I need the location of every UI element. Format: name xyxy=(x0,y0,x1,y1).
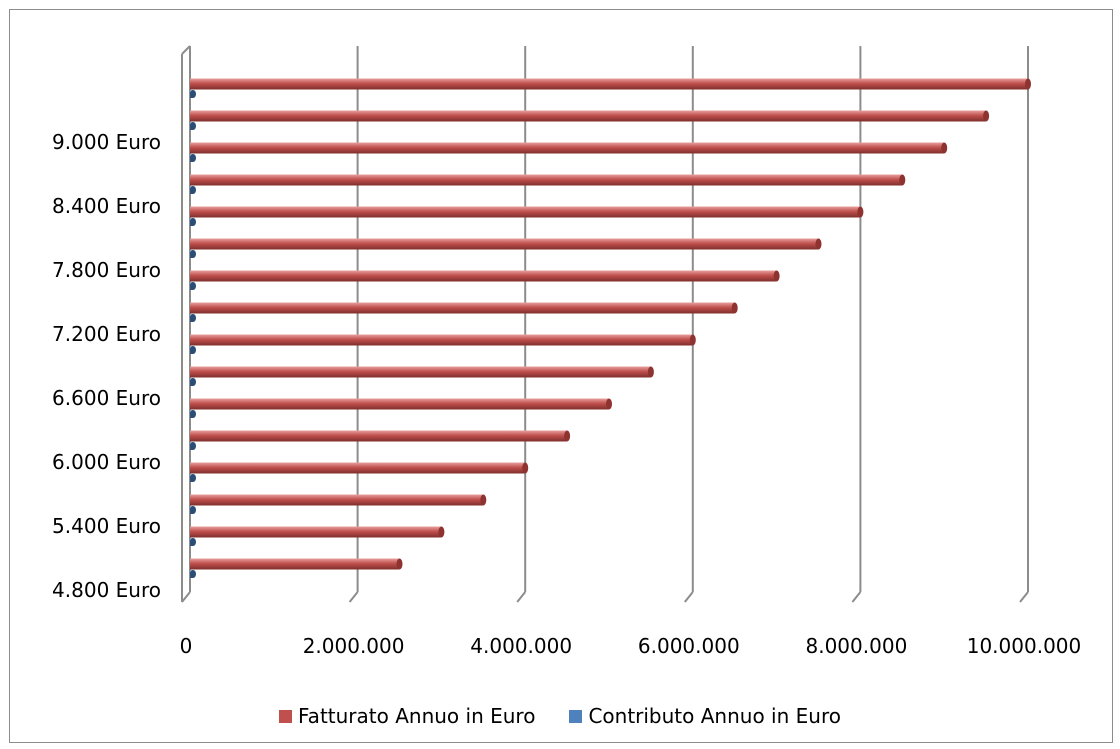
bar-fatturato-cap xyxy=(480,494,487,506)
bar-fatturato xyxy=(190,142,945,154)
bar-fatturato xyxy=(190,206,861,218)
bar-fatturato xyxy=(190,238,819,250)
gridline-floor xyxy=(348,591,359,603)
x-tick-label: 6.000.000 xyxy=(638,634,740,658)
bar-fatturato-cap xyxy=(522,462,529,474)
y-tick-label: 7.200 Euro xyxy=(52,322,161,346)
bar-fatturato-cap xyxy=(564,430,571,442)
gridline-floor xyxy=(1019,591,1029,603)
y-tick-label: 6.600 Euro xyxy=(52,386,161,410)
y-tick-label: 9.000 Euro xyxy=(52,130,161,154)
bar-contributo-cap xyxy=(190,122,196,130)
bar-fatturato xyxy=(190,494,484,506)
y-tick-label: 7.800 Euro xyxy=(52,258,161,282)
bar-contributo-cap xyxy=(190,90,196,98)
bars xyxy=(190,78,1031,578)
bar-contributo-cap xyxy=(190,218,196,226)
bar-contributo-cap xyxy=(190,250,196,258)
bar-fatturato xyxy=(190,430,568,442)
bar-fatturato xyxy=(190,78,1028,90)
bar-fatturato-cap xyxy=(773,270,780,282)
bar-fatturato xyxy=(190,270,777,282)
bar-contributo-cap xyxy=(190,538,196,546)
bar-fatturato xyxy=(190,334,693,346)
gridline-floor xyxy=(851,591,862,603)
x-tick-label: 2.000.000 xyxy=(303,634,405,658)
bar-contributo-cap xyxy=(190,410,196,418)
x-tick-label: 8.000.000 xyxy=(806,634,908,658)
gridline-floor xyxy=(516,591,526,603)
bar-contributo-cap xyxy=(190,378,196,386)
bar-contributo-cap xyxy=(190,570,196,578)
legend-item-fatturato: Fatturato Annuo in Euro xyxy=(279,704,535,728)
bar-contributo-cap xyxy=(190,346,196,354)
y-tick-label: 5.400 Euro xyxy=(52,514,161,538)
gridline-floor xyxy=(684,591,694,603)
legend-item-contributo: Contributo Annuo in Euro xyxy=(569,704,841,728)
axis-left-top xyxy=(181,45,191,55)
bar-fatturato xyxy=(190,462,526,474)
x-tick-label: 10.000.000 xyxy=(967,634,1082,658)
bar-contributo-cap xyxy=(190,442,196,450)
legend-label-fatturato: Fatturato Annuo in Euro xyxy=(298,704,536,728)
bar-fatturato-cap xyxy=(438,526,445,538)
bar-contributo-cap xyxy=(190,314,196,322)
bar-fatturato xyxy=(190,110,987,122)
bar-contributo-cap xyxy=(190,154,196,162)
bar-fatturato-cap xyxy=(815,238,822,250)
bar-fatturato-cap xyxy=(606,398,612,410)
y-tick-label: 6.000 Euro xyxy=(52,450,161,474)
legend-swatch-contributo xyxy=(569,709,583,723)
legend-label-contributo: Contributo Annuo in Euro xyxy=(588,704,841,728)
y-tick-label: 8.400 Euro xyxy=(52,194,161,218)
bar-contributo-cap xyxy=(190,474,196,482)
bar-fatturato-cap xyxy=(731,302,738,314)
gridlines xyxy=(181,45,1029,603)
bar-fatturato xyxy=(190,174,903,186)
bar-fatturato-cap xyxy=(899,174,906,186)
bar-contributo-cap xyxy=(190,282,196,290)
legend: Fatturato Annuo in Euro Contributo Annuo… xyxy=(0,704,1120,728)
bar-fatturato xyxy=(190,366,651,378)
y-tick-label: 4.800 Euro xyxy=(52,578,161,602)
x-tick-label: 0 xyxy=(180,634,193,658)
bar-fatturato xyxy=(190,398,609,410)
bar-fatturato xyxy=(190,558,400,570)
bar-fatturato-cap xyxy=(647,366,654,378)
bar-fatturato-cap xyxy=(857,206,864,218)
bar-fatturato-cap xyxy=(1025,78,1031,90)
bar-contributo-cap xyxy=(190,186,196,194)
bar-fatturato-cap xyxy=(941,142,948,154)
bar-fatturato-cap xyxy=(689,334,696,346)
legend-swatch-fatturato xyxy=(279,709,293,723)
axis-labels: 0 2.000.000 4.000.000 6.000.000 8.000.000 10.… xyxy=(52,130,1081,658)
x-tick-label: 4.000.000 xyxy=(470,634,572,658)
bar-fatturato xyxy=(190,302,735,314)
bar-contributo-cap xyxy=(190,506,196,514)
gridline-floor xyxy=(181,591,191,603)
bar-fatturato xyxy=(190,526,442,538)
bar-fatturato-cap xyxy=(396,558,403,570)
bar-fatturato-cap xyxy=(983,110,990,122)
